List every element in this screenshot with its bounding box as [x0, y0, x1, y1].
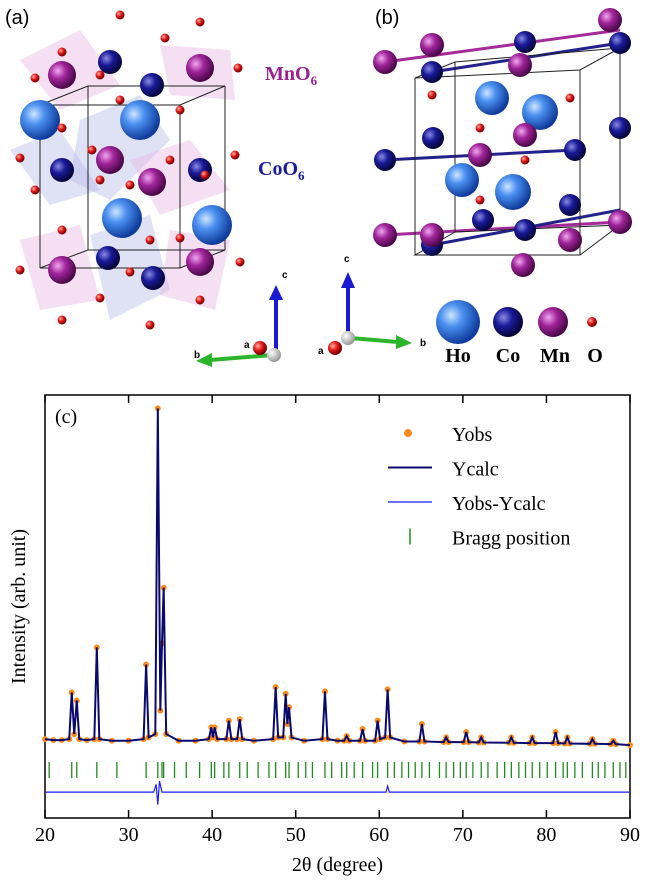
difference-line — [45, 780, 630, 805]
atom-label: O — [587, 345, 603, 367]
axis-triad: c b a — [194, 270, 288, 367]
axis-label: c — [282, 270, 288, 281]
x-tick-label: 50 — [286, 824, 306, 846]
x-tick-label: 90 — [620, 824, 640, 846]
x-tick-label: 80 — [536, 824, 556, 846]
label-text: MnO — [265, 63, 311, 85]
legend-label: Bragg position — [452, 528, 570, 550]
axis-label: a — [318, 346, 324, 357]
atom-label: Mn — [540, 345, 570, 367]
ycalc-line — [44, 408, 631, 747]
atom-label: Ho — [445, 345, 471, 367]
axis-label: b — [194, 350, 200, 361]
axis-label: b — [420, 338, 426, 349]
axis-label: c — [344, 254, 350, 265]
mno6-label: MnO6 — [265, 63, 318, 88]
structure-a: (a) MnO6 CoO6 c b a — [5, 7, 318, 367]
x-tick-label: 70 — [453, 824, 473, 846]
structure-b: (b) c b a Ho Co Mn O — [318, 7, 632, 367]
atom-label: Co — [496, 345, 520, 367]
plot-frame — [44, 394, 631, 819]
xrd-chart: 20 30 40 50 60 70 80 90 2θ (degree) Intensity (ar… — [8, 394, 640, 876]
panel-label: (c) — [55, 406, 77, 428]
atom-legend: Ho Co Mn O — [436, 300, 603, 367]
legend-symbol — [404, 429, 412, 437]
panel-label: (b) — [375, 7, 399, 29]
x-tick-label: 20 — [35, 824, 55, 846]
legend-label: Yobs-Ycalc — [452, 493, 546, 515]
legend-label: Ycalc — [452, 459, 499, 481]
x-tick-label: 40 — [202, 824, 222, 846]
label-text: CoO — [258, 158, 298, 180]
x-tick-label: 30 — [119, 824, 139, 846]
y-axis-title: Intensity (arb. unit) — [8, 529, 30, 684]
panel-label: (a) — [5, 7, 29, 29]
axis-label: a — [244, 340, 250, 351]
axis-triad: c b a — [318, 254, 426, 357]
x-axis-title: 2θ (degree) — [292, 854, 383, 876]
legend-label: Yobs — [452, 424, 492, 446]
coo6-label: CoO6 — [258, 158, 305, 183]
label-sub: 6 — [311, 73, 318, 88]
yobs-point — [42, 736, 48, 743]
label-sub: 6 — [298, 168, 305, 183]
x-tick-label: 60 — [369, 824, 389, 846]
